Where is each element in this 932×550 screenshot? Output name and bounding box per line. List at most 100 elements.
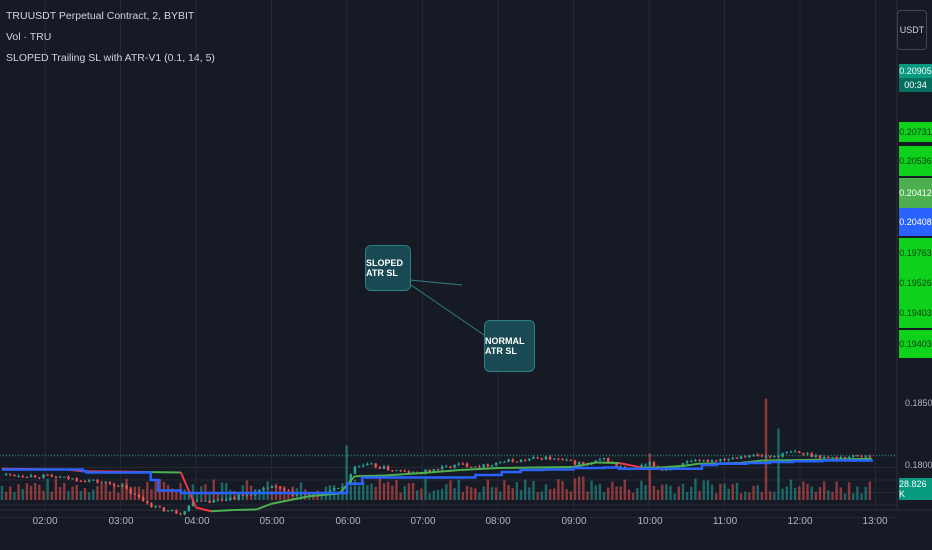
volume-bar [175,490,178,500]
volume-bar [690,486,693,500]
candle-body [58,477,62,479]
sloped-sl-segment [686,462,699,467]
candle-body [370,463,373,465]
volume-bar [694,478,697,500]
symbol-legend[interactable]: TRUUSDT Perpetual Contract, 2, BYBIT [6,10,195,22]
volume-bar [806,483,809,500]
volume-bar [831,491,834,500]
volume-bar [171,488,174,500]
volume-bar [523,479,527,500]
candle-body [399,470,402,472]
candle-body [528,458,531,461]
candle-body [67,476,70,480]
time-axis-label: 06:00 [335,516,361,527]
volume-bar [229,489,232,500]
candle-body [768,456,772,458]
sloped-sl-segment [497,466,536,469]
candle-body [449,466,452,468]
candle-body [249,494,253,496]
volume-bar [449,480,452,500]
volume-bar [54,478,58,500]
volume-bar [611,481,614,500]
sloped-callout-pointer [409,279,463,286]
volume-bar [739,493,743,500]
candle-body [453,464,456,468]
time-axis-label: 07:00 [410,516,436,527]
volume-bar [557,479,560,500]
candle-body [295,494,298,496]
volume-bar [33,483,37,500]
volume-bar [731,484,735,500]
volume-bar [457,479,460,500]
volume-bar [137,486,141,500]
candle-body [474,466,477,468]
candle-body [781,453,784,457]
time-axis-label: 11:00 [712,516,738,527]
candle-body [843,456,847,459]
volume-bar [42,490,45,500]
candle-body [561,459,564,461]
volume-bar [87,492,91,500]
candle-body [457,463,460,465]
candle-body [75,478,78,481]
volume-bar [656,489,660,500]
candle-body [756,454,759,456]
volume-bar [723,483,726,500]
candle-body [200,500,203,502]
normal-sl-line [1,459,873,495]
volume-bar [436,489,440,500]
volume-bar [320,493,323,500]
candle-body [258,489,261,492]
volume-bar [461,492,465,500]
sloped-sl-segment [573,461,597,468]
volume-legend[interactable]: Vol · TRU [6,31,52,43]
volume-bar [445,484,448,500]
candle-body [162,507,166,512]
volume-bar [299,482,303,500]
candle-body [225,500,228,502]
candle-body [183,511,186,515]
volume-bar [814,491,818,500]
volume-bar [420,488,423,500]
candle-body [432,469,436,472]
volume-bar [785,486,788,500]
candle-body [71,478,74,480]
candle-body [706,460,710,463]
volume-bar [366,484,369,500]
candle-body [511,459,514,462]
volume-bar [619,486,622,500]
time-axis-label: 12:00 [787,516,813,527]
indicator-legend[interactable]: SLOPED Trailing SL with ATR-V1 (0.1, 14,… [6,52,215,64]
volume-bar [494,487,498,500]
candle-body [822,456,826,459]
volume-bar [714,493,718,500]
candle-body [536,457,539,459]
candle-body [403,470,406,472]
volume-bar [644,485,647,500]
candle-body [519,459,523,463]
volume-bar [216,493,220,500]
candle-body [499,462,502,464]
volume-bar [67,490,70,500]
volume-bar [798,486,801,500]
currency-button[interactable]: USDT [897,10,927,50]
candle-body [802,452,805,455]
volume-bar [810,486,813,500]
sloped-sl-segment [618,462,642,469]
candle-body [748,455,751,458]
candle-body [362,465,365,467]
candle-body [793,451,797,453]
candle-body [171,510,174,512]
volume-bar [432,490,436,500]
candle-body [366,463,369,466]
candle-body [490,465,494,467]
volume-bar [852,493,855,500]
candle-body [191,501,195,506]
candle-body [79,480,83,482]
volume-bar [835,481,838,500]
candle-body [814,455,818,457]
volume-bar [258,492,261,500]
candle-body [677,466,681,468]
candle-body [507,459,510,462]
